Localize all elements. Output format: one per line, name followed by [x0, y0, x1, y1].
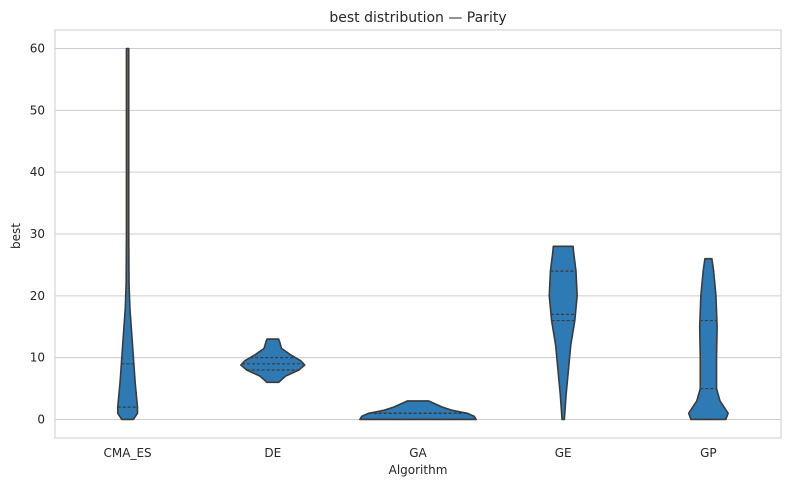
violin-de: [240, 338, 306, 384]
x-tick-label: GE: [555, 446, 572, 460]
y-tick-label: 20: [30, 289, 45, 303]
x-tick-label: GP: [700, 446, 717, 460]
x-axis-label: Algorithm: [389, 463, 448, 477]
y-tick-label: 60: [30, 42, 45, 56]
y-tick-label: 40: [30, 165, 45, 179]
x-tick-label: CMA_ES: [104, 446, 152, 460]
violin-ga: [359, 400, 477, 421]
chart-title: best distribution — Parity: [329, 10, 506, 26]
x-tick-labels: CMA_ES DE GA GE GP: [104, 446, 717, 460]
x-tick-label: GA: [409, 446, 427, 460]
y-tick-label: 30: [30, 227, 45, 241]
violins: [116, 47, 729, 421]
y-tick-label: 50: [30, 103, 45, 117]
violin-ge: [548, 245, 578, 421]
violin-cma_es: [116, 47, 139, 421]
y-gridlines: [55, 48, 781, 420]
y-tick-label: 0: [37, 412, 45, 426]
y-tick-labels: 0 10 20 30 40 50 60: [30, 42, 45, 427]
x-tick-label: DE: [264, 446, 281, 460]
y-tick-label: 10: [30, 351, 45, 365]
y-axis-label: best: [9, 223, 23, 249]
